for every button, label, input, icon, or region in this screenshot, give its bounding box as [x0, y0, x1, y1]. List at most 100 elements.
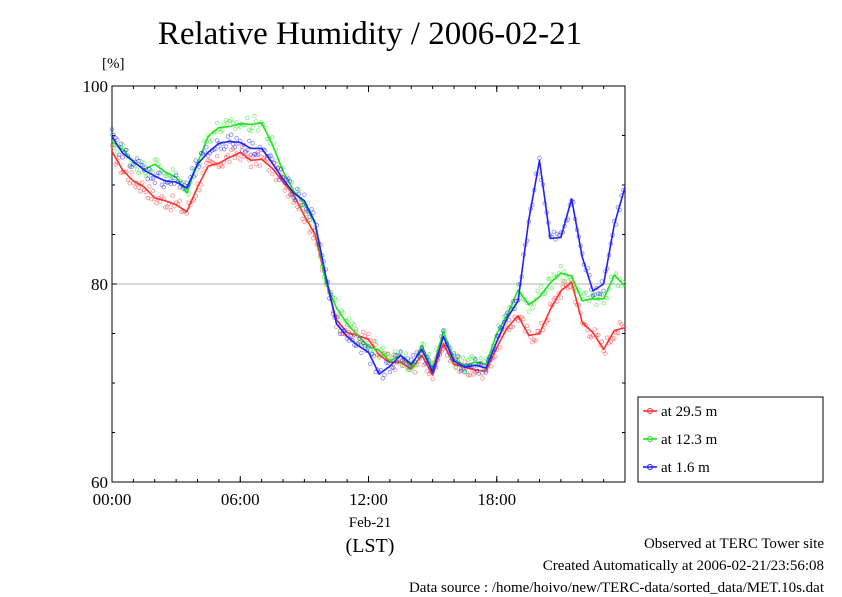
- sample-point: [409, 368, 414, 373]
- sample-point: [353, 327, 359, 332]
- footer-created: Created Automatically at 2006-02-21/23:5…: [542, 558, 824, 574]
- legend-label: at 12.3 m: [661, 432, 718, 448]
- sample-point: [605, 296, 610, 301]
- sample-point: [430, 376, 435, 381]
- sample-point: [266, 168, 271, 173]
- x-tick-label: 12:00: [349, 490, 388, 509]
- sample-point: [150, 176, 156, 181]
- sample-point: [124, 147, 129, 153]
- sample-point: [510, 324, 515, 329]
- sample-point: [533, 338, 539, 343]
- sample-point: [122, 169, 127, 175]
- sample-point: [140, 162, 145, 168]
- x-axis: 00:00 06:00 12:00 18:00: [93, 86, 626, 509]
- series-2: [109, 127, 626, 381]
- sample-point: [109, 127, 115, 132]
- sample-point: [334, 298, 339, 303]
- footer-site: Observed at TERC Tower site: [643, 536, 824, 552]
- sample-point: [410, 353, 416, 358]
- sample-point: [225, 134, 230, 139]
- y-tick-label: 100: [83, 77, 109, 96]
- sample-point: [309, 207, 314, 212]
- sample-point: [145, 195, 150, 201]
- sample-point: [460, 355, 466, 360]
- sample-point: [229, 117, 234, 122]
- sample-point: [204, 144, 209, 150]
- sample-point: [232, 144, 238, 150]
- sample-point: [403, 351, 409, 356]
- sample-point: [287, 179, 293, 184]
- sample-point: [136, 158, 141, 164]
- sample-point: [619, 284, 624, 289]
- sample-point: [254, 162, 259, 167]
- sample-point: [526, 309, 531, 314]
- sample-point: [270, 171, 275, 177]
- sample-point: [154, 157, 159, 162]
- sample-point: [197, 187, 202, 193]
- legend-box: [637, 396, 824, 483]
- sample-point: [385, 360, 391, 365]
- sample-point: [610, 336, 615, 341]
- sample-point: [270, 156, 275, 162]
- sample-point: [238, 157, 243, 162]
- sample-point: [157, 170, 163, 176]
- sample-point: [343, 332, 348, 337]
- sample-point: [442, 328, 448, 333]
- sample-point: [118, 141, 124, 146]
- sample-point: [612, 336, 617, 341]
- sample-point: [373, 342, 378, 347]
- sample-point: [268, 153, 273, 158]
- sample-point: [282, 188, 287, 193]
- sample-point: [255, 128, 261, 133]
- sample-point: [209, 138, 214, 143]
- sample-point: [409, 357, 414, 362]
- sample-point: [189, 166, 195, 171]
- sample-point: [366, 344, 371, 349]
- sample-point: [223, 144, 229, 149]
- sample-point: [343, 327, 348, 333]
- sample-point: [441, 328, 446, 333]
- sample-point: [150, 169, 156, 175]
- sample-point: [613, 331, 619, 336]
- sample-point: [300, 205, 305, 210]
- sample-point: [245, 115, 250, 121]
- sample-point: [220, 164, 225, 169]
- sample-point: [418, 355, 423, 360]
- sample-point: [132, 184, 138, 190]
- sample-point: [177, 198, 182, 203]
- y-tick-label: 80: [91, 275, 108, 294]
- sample-point: [250, 125, 255, 130]
- sample-point: [478, 355, 483, 361]
- sample-point: [343, 318, 348, 323]
- sample-point: [382, 372, 387, 378]
- sample-point: [414, 350, 419, 355]
- sample-point: [302, 219, 307, 224]
- sample-point: [193, 158, 198, 163]
- sample-point: [252, 113, 257, 119]
- sample-point: [337, 317, 343, 322]
- y-axis-unit: [%]: [102, 56, 125, 72]
- sample-point: [515, 318, 521, 323]
- sample-point: [599, 339, 604, 344]
- sample-point: [601, 288, 606, 293]
- sample-point: [389, 365, 394, 370]
- y-tick-label: 60: [91, 473, 108, 492]
- sample-point: [407, 364, 412, 369]
- sample-point: [539, 284, 544, 289]
- sample-point: [377, 355, 382, 360]
- sample-point: [508, 324, 514, 329]
- sample-point: [346, 316, 352, 321]
- sample-point: [560, 278, 565, 284]
- legend-marker: [647, 436, 653, 442]
- sample-point: [473, 356, 478, 362]
- sample-point: [558, 295, 564, 300]
- sample-point: [138, 158, 143, 164]
- sample-point: [521, 317, 526, 322]
- sample-point: [412, 370, 417, 375]
- sample-point: [533, 297, 539, 302]
- sample-point: [480, 376, 485, 381]
- sample-point: [229, 132, 234, 137]
- sample-point: [134, 167, 140, 172]
- x-tick-label: 18:00: [477, 490, 516, 509]
- sample-point: [245, 147, 250, 153]
